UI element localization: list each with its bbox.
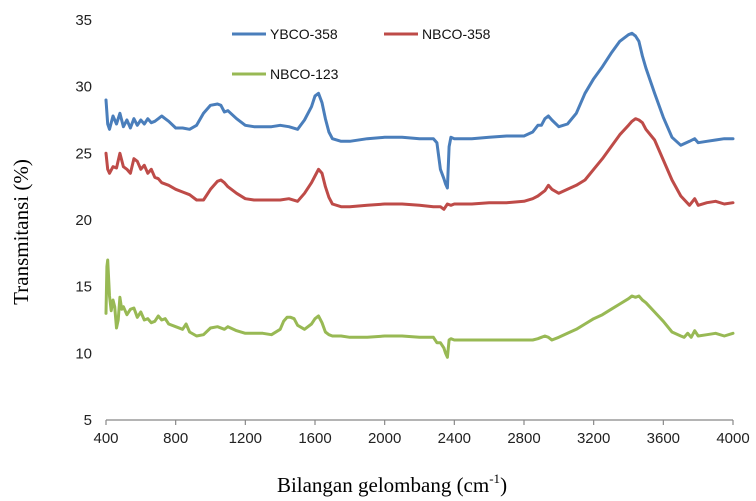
y-axis-title: Transmitansi (%) (9, 159, 33, 305)
x-tick-label-2800: 2800 (507, 430, 540, 447)
y-tick-labels: 5 10 15 20 25 30 35 (75, 12, 92, 429)
x-axis-title-end: ) (500, 473, 507, 497)
series-line-nbco-358 (104, 117, 735, 211)
x-tick-label-1600: 1600 (298, 430, 331, 447)
y-tick-label-25: 25 (75, 145, 92, 162)
y-tick-label-35: 35 (75, 12, 92, 29)
y-tick-label-30: 30 (75, 79, 92, 96)
x-tick-label-3200: 3200 (577, 430, 610, 447)
legend-label-ybco-358: YBCO-358 (270, 26, 338, 42)
x-tick-labels: 400 800 1200 1600 2000 2400 2800 3200 3600 4000 (93, 430, 749, 447)
series-line-ybco-358 (104, 31, 735, 190)
legend-label-nbco-123: NBCO-123 (270, 66, 339, 82)
y-tick-label-20: 20 (75, 212, 92, 229)
x-axis-title-superscript: -1 (489, 471, 500, 486)
x-axis-title: Bilangan gelombang (cm-1) (277, 471, 507, 497)
x-tick-marks (105, 420, 734, 425)
x-tick-label-800: 800 (163, 430, 188, 447)
x-axis-title-main: Bilangan gelombang (cm (277, 473, 489, 497)
series-layer (104, 31, 735, 359)
x-tick-label-4000: 4000 (716, 430, 749, 447)
x-tick-label-2000: 2000 (368, 430, 401, 447)
axes: 400 800 1200 1600 2000 2400 2800 3200 3600 4000 5… (75, 12, 749, 447)
x-tick-label-2400: 2400 (438, 430, 471, 447)
x-tick-label-400: 400 (93, 430, 118, 447)
y-tick-label-15: 15 (75, 279, 92, 296)
legend-label-nbco-358: NBCO-358 (422, 26, 491, 42)
series-line-nbco-123 (104, 258, 735, 359)
y-tick-label-5: 5 (84, 412, 92, 429)
legend: YBCO-358 NBCO-358 NBCO-123 (232, 26, 491, 82)
y-tick-label-10: 10 (75, 345, 92, 362)
x-tick-label-1200: 1200 (229, 430, 262, 447)
x-tick-label-3600: 3600 (647, 430, 680, 447)
